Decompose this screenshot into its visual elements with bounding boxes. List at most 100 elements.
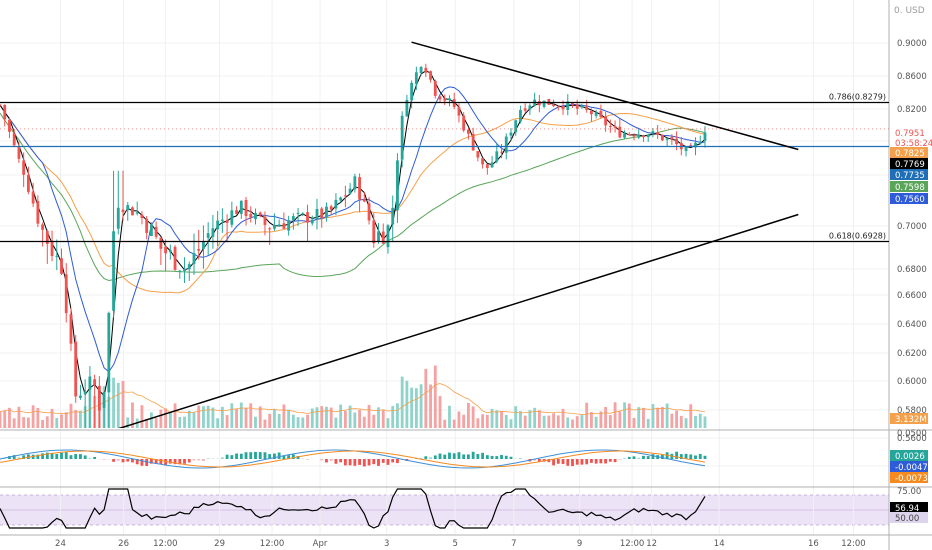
volume-bar bbox=[618, 411, 622, 428]
volume-bar bbox=[36, 407, 40, 428]
volume-bar bbox=[651, 404, 655, 428]
trendlines bbox=[118, 41, 799, 428]
macd-tick-label: 0.0500 bbox=[897, 429, 927, 439]
macd-histogram-bar bbox=[424, 456, 428, 459]
volume-bar bbox=[178, 416, 182, 428]
macd-histogram-bar bbox=[306, 459, 309, 460]
volume-bar bbox=[452, 419, 456, 428]
macd-histogram-bar bbox=[116, 459, 120, 461]
macd-histogram-bar bbox=[69, 455, 73, 459]
macd-histogram-bar bbox=[698, 453, 702, 459]
candle-body bbox=[329, 206, 333, 210]
volume-bar bbox=[154, 417, 158, 428]
time-tick-label: 29 bbox=[214, 539, 225, 549]
volume-bar bbox=[433, 365, 437, 428]
macd-histogram-bar bbox=[220, 457, 224, 459]
macd-histogram-bar bbox=[632, 456, 636, 459]
macd-histogram-bar bbox=[519, 457, 522, 459]
volume-bar bbox=[684, 418, 688, 428]
candle-body bbox=[443, 98, 447, 101]
candle-body bbox=[64, 274, 68, 314]
volume-bar bbox=[239, 402, 243, 428]
volume-bar bbox=[254, 416, 257, 428]
macd-histogram-bar bbox=[121, 459, 125, 463]
price-label-text: 0.7825 bbox=[895, 149, 925, 159]
candle-body bbox=[291, 216, 295, 221]
price-axis[interactable]: 0.90000.86000.82000.78000.74000.70000.68… bbox=[897, 39, 927, 497]
candle-body bbox=[55, 255, 59, 257]
macd-histogram-bar bbox=[187, 459, 191, 463]
price-label-text: 0.7598 bbox=[895, 183, 925, 193]
volume-bar bbox=[542, 415, 546, 428]
candle-body bbox=[632, 135, 636, 137]
candle-body bbox=[268, 228, 272, 230]
macd-histogram-bar bbox=[566, 459, 570, 466]
volume-bar bbox=[348, 405, 352, 428]
candle-body bbox=[372, 220, 376, 244]
macd-histogram-bar bbox=[580, 459, 584, 465]
candle-body bbox=[79, 395, 82, 398]
candle-body bbox=[121, 209, 125, 213]
candle-body bbox=[642, 135, 645, 138]
volume-bar bbox=[301, 417, 305, 428]
candle-body bbox=[296, 212, 300, 214]
candle-body bbox=[315, 208, 319, 220]
rsi-value-label-bg bbox=[890, 502, 928, 513]
volume-bar bbox=[646, 418, 650, 428]
time-tick-label: 26 bbox=[118, 539, 129, 549]
candle-body bbox=[604, 116, 608, 126]
volume-bar bbox=[585, 402, 589, 428]
candle-body bbox=[178, 270, 182, 272]
volume-bar bbox=[277, 413, 281, 428]
candle-body bbox=[339, 197, 343, 201]
volume-bar bbox=[590, 412, 593, 428]
time-axis[interactable]: 24 26 12:00 29 12:00 Apr 3 5 7 9 12:00 12 14 16 12:00 bbox=[55, 539, 866, 549]
price-label-text: 0.7735 bbox=[895, 171, 925, 181]
macd-histogram-bar bbox=[135, 459, 139, 465]
candle-body bbox=[651, 131, 655, 134]
macd-histogram-bar bbox=[17, 457, 21, 459]
macd-histogram-bar bbox=[26, 454, 30, 459]
candle-body bbox=[424, 67, 428, 73]
macd-histogram-bar bbox=[149, 459, 153, 464]
candle-body bbox=[230, 210, 234, 225]
macd-histogram-bar bbox=[500, 454, 503, 459]
candle-body bbox=[41, 224, 44, 230]
volume-bar bbox=[334, 417, 338, 428]
macd-histogram-bar bbox=[466, 454, 470, 459]
volume-bar bbox=[0, 411, 2, 428]
candle-body bbox=[660, 134, 664, 141]
price-tick-label: 0.6200 bbox=[897, 349, 927, 359]
candle-body bbox=[343, 195, 347, 197]
time-tick-label: 12:00 bbox=[841, 539, 866, 549]
macd-histogram-bar bbox=[287, 455, 291, 459]
candle-body bbox=[448, 98, 451, 101]
macd-histogram-bar bbox=[381, 459, 385, 463]
volume-bar bbox=[660, 406, 664, 428]
macd-histogram-bar bbox=[679, 454, 683, 459]
candle-body bbox=[12, 133, 16, 146]
candle-body bbox=[0, 104, 2, 106]
macd-histogram-bar bbox=[131, 459, 134, 463]
macd-histogram-bar bbox=[168, 459, 172, 464]
candle-body bbox=[438, 96, 442, 100]
macd-histogram-bar bbox=[164, 459, 168, 466]
candle-body bbox=[362, 199, 366, 202]
candle-body bbox=[36, 201, 40, 224]
volume-bar bbox=[310, 408, 314, 428]
volume-bar bbox=[400, 376, 404, 428]
candle-body bbox=[197, 249, 201, 251]
price-tick-label: 0.5600 bbox=[897, 434, 927, 444]
volume-bar bbox=[495, 410, 499, 428]
macd-histogram-bar bbox=[173, 459, 177, 465]
candle-body bbox=[637, 134, 641, 138]
price-label-bg bbox=[890, 413, 928, 424]
macd-histogram-bar bbox=[594, 459, 598, 464]
volume-bar bbox=[343, 410, 347, 428]
volume-bar bbox=[121, 381, 125, 428]
volume-bar bbox=[50, 408, 54, 428]
volume-bar bbox=[258, 406, 262, 428]
volume-bar bbox=[164, 408, 168, 428]
macd-histogram-bar bbox=[88, 457, 92, 459]
